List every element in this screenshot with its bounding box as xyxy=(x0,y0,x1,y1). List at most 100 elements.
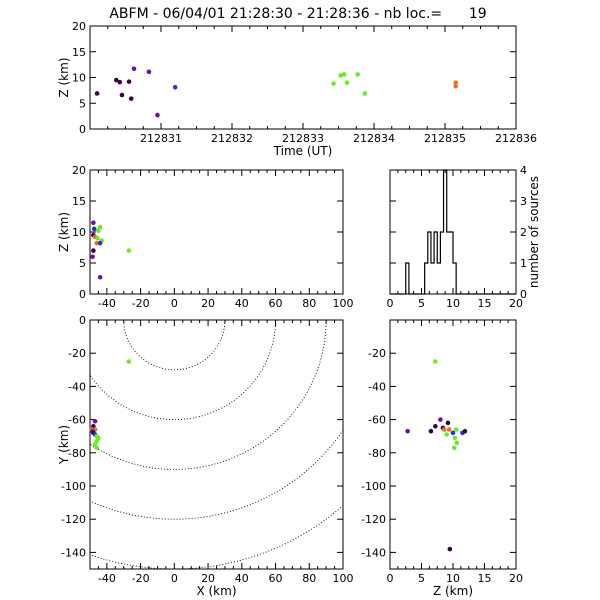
figure-title: ABFM - 06/04/01 21:28:30 - 21:28:36 - nb… xyxy=(109,6,486,22)
data-point xyxy=(91,248,96,253)
y-tick-label: 2 xyxy=(520,226,527,239)
data-point xyxy=(172,84,178,90)
x-tick-label: 80 xyxy=(302,297,316,310)
data-point xyxy=(338,73,343,78)
histogram-step-line xyxy=(390,169,516,295)
y-tick-label: -140 xyxy=(361,546,386,559)
data-point xyxy=(96,228,101,234)
x_y_map-panel: -40 -20 0 20 40 60 80 100 0 -20 -40 -60 -80 -100 -120 -… xyxy=(57,314,354,598)
x_y_map-x-axis-label: X (km) xyxy=(196,584,236,598)
x_altitude-points xyxy=(90,220,132,280)
data-point xyxy=(355,72,360,77)
y-tick-label: 15 xyxy=(72,195,86,208)
y-tick-label: 5 xyxy=(79,97,86,110)
y-tick-label: 15 xyxy=(72,46,86,59)
x-tick-label: 15 xyxy=(478,572,492,585)
data-point xyxy=(97,224,103,230)
x-tick-label: 60 xyxy=(269,297,283,310)
x-tick-label: 0 xyxy=(171,572,178,585)
data-point xyxy=(445,420,451,426)
range-ring xyxy=(90,429,343,520)
y-tick-label: -100 xyxy=(361,480,386,493)
time_altitude-x-axis-label: Time (UT) xyxy=(273,144,333,158)
data-point xyxy=(450,430,456,436)
data-point xyxy=(433,359,438,364)
x-tick-label: 100 xyxy=(333,297,354,310)
y-tick-label: 10 xyxy=(72,226,86,239)
x-tick-label: 20 xyxy=(509,297,523,310)
x-tick-label: -20 xyxy=(132,297,150,310)
data-point xyxy=(91,220,96,225)
x-tick-label: 80 xyxy=(302,572,316,585)
y-tick-label: 20 xyxy=(72,20,86,33)
data-point xyxy=(128,96,134,101)
x-tick-label: 0 xyxy=(171,297,178,310)
data-point xyxy=(91,226,97,232)
y-tick-label: 4 xyxy=(520,164,527,177)
x_y_map-y-axis-label: Y (km) xyxy=(57,425,71,465)
data-point xyxy=(453,80,458,85)
y-tick-label: -80 xyxy=(68,447,86,460)
y-tick-label: 3 xyxy=(520,195,527,208)
x-tick-label: 20 xyxy=(201,297,215,310)
data-point xyxy=(113,77,119,83)
data-point xyxy=(453,427,459,432)
x_altitude-frame xyxy=(89,169,344,295)
y-tick-label: -20 xyxy=(368,347,386,360)
data-point xyxy=(97,274,103,280)
y-tick-label: 5 xyxy=(79,257,86,270)
data-point xyxy=(341,72,347,77)
x_altitude-y-axis-label: Z (km) xyxy=(57,212,71,252)
data-point xyxy=(438,417,443,422)
x-tick-label: 20 xyxy=(201,572,215,585)
time_altitude-panel: 212831 212832 212833 212834 212835 212836 0 5 10… xyxy=(57,20,537,158)
x-tick-label: 15 xyxy=(478,297,492,310)
y-tick-label: 0 xyxy=(79,314,86,327)
z_histogram-y-axis-label: number of sources xyxy=(527,176,541,288)
x-tick-label: -20 xyxy=(132,572,150,585)
y-tick-label: -60 xyxy=(368,414,386,427)
y-tick-label: -40 xyxy=(68,380,86,393)
data-point xyxy=(94,240,100,246)
time_altitude-y-axis-label: Z (km) xyxy=(57,57,71,97)
y-tick-label: -140 xyxy=(61,546,86,559)
x-tick-label: 100 xyxy=(333,572,354,585)
data-point xyxy=(117,79,123,85)
x-tick-label: 212831 xyxy=(140,132,182,145)
data-point xyxy=(146,69,152,75)
x-tick-label: 40 xyxy=(235,572,249,585)
y-tick-label: 20 xyxy=(72,164,86,177)
x-tick-label: 5 xyxy=(418,297,425,310)
data-point xyxy=(331,81,336,86)
data-point xyxy=(452,435,458,441)
x_y_map-frame xyxy=(89,319,344,570)
data-point xyxy=(92,418,98,424)
x_y_map-points xyxy=(89,359,132,451)
data-point xyxy=(462,428,468,434)
data-point xyxy=(433,423,438,429)
data-point xyxy=(131,66,137,72)
data-point xyxy=(94,445,100,451)
data-point xyxy=(94,91,100,96)
x-tick-label: -40 xyxy=(98,572,116,585)
data-point xyxy=(362,91,368,96)
data-point xyxy=(97,240,103,246)
x-tick-label: 40 xyxy=(235,297,249,310)
y-tick-label: 0 xyxy=(79,288,86,301)
data-point xyxy=(405,428,410,434)
x-tick-label: 0 xyxy=(387,297,394,310)
y-tick-label: -120 xyxy=(361,513,386,526)
y-tick-label: -20 xyxy=(68,347,86,360)
data-point xyxy=(451,445,457,451)
data-point xyxy=(119,92,125,98)
data-point xyxy=(444,432,450,437)
y-tick-label: 10 xyxy=(72,72,86,85)
x-tick-label: 212835 xyxy=(424,132,466,145)
y-tick-label: 0 xyxy=(79,123,86,136)
y-tick-label: -100 xyxy=(61,480,86,493)
data-point xyxy=(90,254,95,260)
x-tick-label: 10 xyxy=(446,572,460,585)
time_altitude-points xyxy=(94,66,458,118)
y-tick-label: -80 xyxy=(368,447,386,460)
